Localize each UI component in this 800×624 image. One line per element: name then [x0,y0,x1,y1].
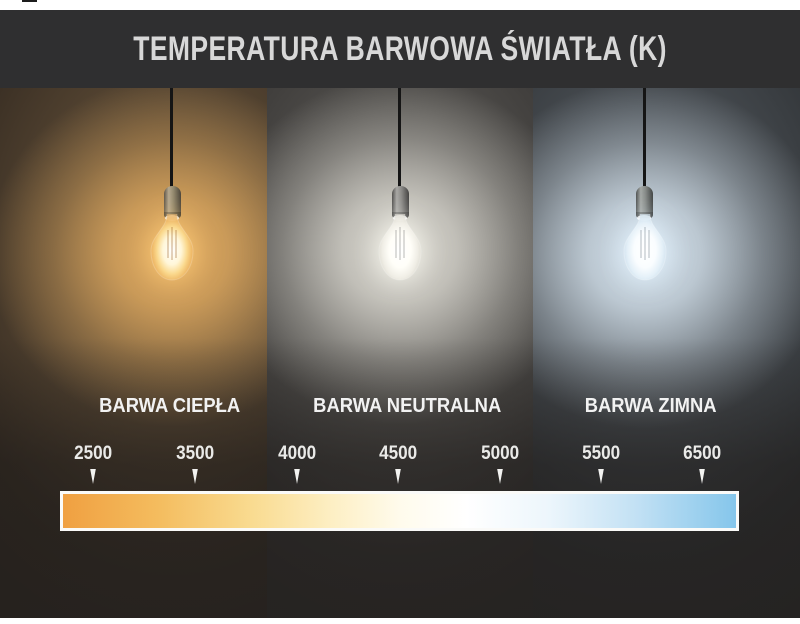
page-title: TEMPERATURA BARWOWA ŚWIATŁA (K) [133,29,667,68]
lamp-cord [397,88,401,187]
kelvin-gradient-bar [60,491,739,531]
kelvin-gradient-bar-fill [63,494,736,528]
edison-bulb-neutral-icon [378,214,422,281]
tick-5000: 5000 [480,443,520,464]
bulb-glass [378,214,422,281]
category-label-warm: BARWA CIEPŁA [99,395,241,417]
tick-marker-icon [497,469,503,484]
category-label-neutral: BARWA NEUTRALNA [312,395,502,417]
edison-bulb-cold-icon [623,214,667,281]
lamp-cord [170,88,173,187]
tick-marker-icon [699,469,705,484]
lamp-cord [643,88,647,187]
tick-marker-icon [90,469,96,484]
bulb-filament [167,227,177,260]
bulb-filament [395,227,405,260]
edison-bulb-warm-icon [150,214,194,281]
header-band: TEMPERATURA BARWOWA ŚWIATŁA (K) [0,10,800,88]
tick-marker-icon [598,469,604,484]
panel-warm-light [0,88,267,618]
category-label-cold: BARWA ZIMNA [585,395,717,417]
tick-4000: 4000 [277,443,317,464]
tick-2500: 2500 [73,443,113,464]
tick-marker-icon [395,469,401,484]
bulb-glass [150,214,194,281]
tick-marker-icon [192,469,198,484]
tick-5500: 5500 [581,443,621,464]
tick-marker-icon [294,469,300,484]
warm-glow [0,88,267,432]
tick-6500: 6500 [682,443,722,464]
tick-4500: 4500 [378,443,418,464]
bulb-filament [640,227,650,260]
panel-cold-light [533,88,800,618]
bulb-glass [623,214,667,281]
bulb-photo-strip [0,88,800,618]
photo-edge-mark [22,0,37,2]
tick-3500: 3500 [175,443,215,464]
panel-neutral-light [266,88,534,618]
